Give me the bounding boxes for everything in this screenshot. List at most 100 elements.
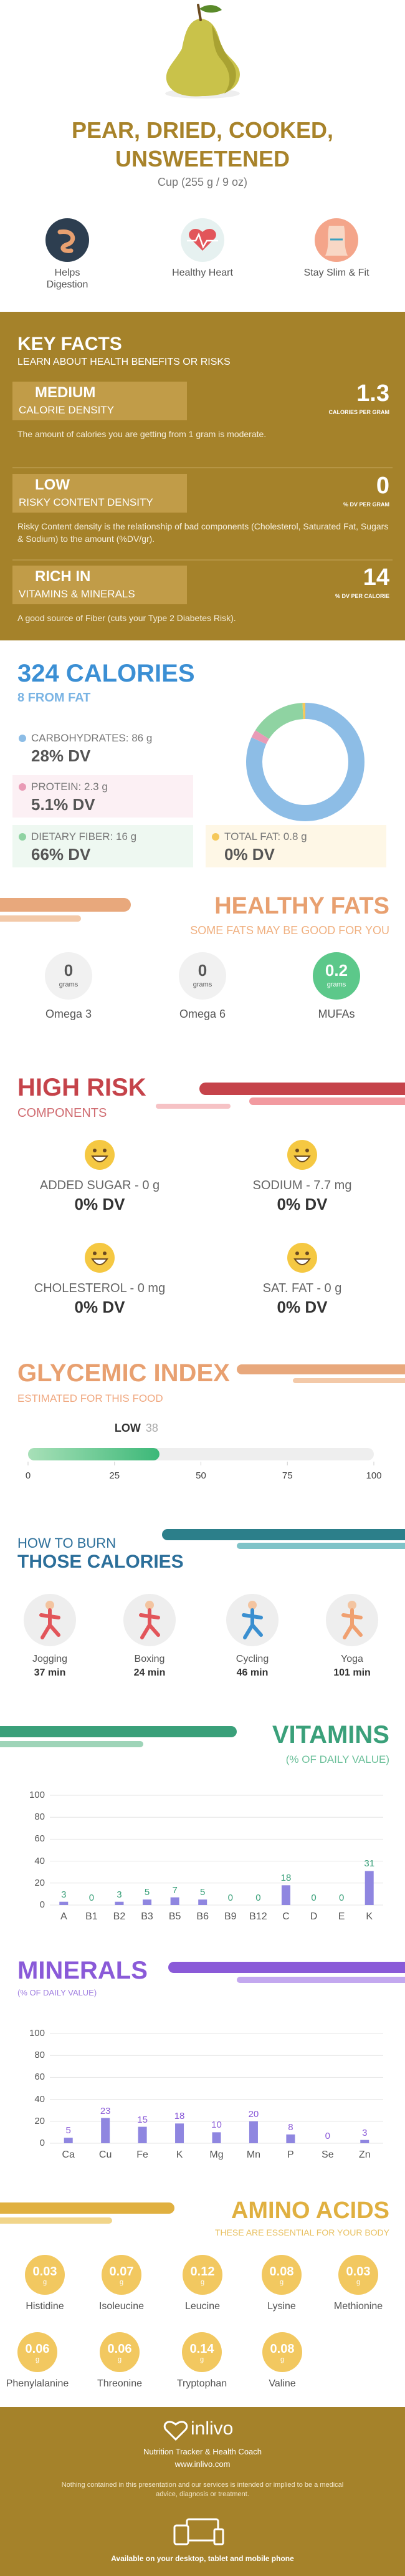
gi-tick-label: 25 [109,1470,120,1481]
bar [64,2138,73,2143]
x-tick-label: Se [322,2149,334,2160]
risk-dv: 0% DV [277,1195,328,1213]
amino-name: Histidine [26,2301,64,2312]
bar [281,1885,290,1905]
fat-name: Omega 3 [45,1008,92,1020]
amino-value: 0.08 [270,2342,295,2356]
y-tick-label: 40 [34,2093,45,2105]
device-icon [173,2524,189,2545]
x-tick-label: Fe [136,2149,148,2160]
activity-figure-head [45,1601,54,1609]
activity-figure-body [341,1608,363,1639]
chart-subtitle: (% OF DAILY VALUE) [285,1754,389,1765]
amino-value: 0.06 [25,2342,50,2356]
amino-name: Tryptophan [176,2378,227,2389]
decor-stripe [162,1529,405,1540]
bar [101,2118,110,2143]
fat-unit: grams [59,981,79,988]
risk-label: SAT. FAT - 0 g [262,1281,342,1295]
x-tick-label: Ca [62,2149,75,2160]
x-tick-label: Zn [358,2149,371,2160]
nutrient-dv: 5.1% DV [31,795,95,814]
value-label: 0 [227,1893,233,1903]
value-label: 3 [61,1889,67,1900]
donut-slice [246,703,364,821]
fat-name: MUFAs [318,1008,355,1020]
bar [286,2134,295,2143]
activity-name: Yoga [341,1654,363,1664]
amino-name: Isoleucine [98,2301,145,2312]
risk-dv: 0% DV [277,1298,328,1316]
section-subtitle: ESTIMATED FOR THIS FOOD [17,1392,163,1404]
fact-level: LOW [35,476,70,493]
amino-circle [100,2332,140,2372]
section-subtitle: THOSE CALORIES [17,1551,184,1572]
section-subtitle: SOME FATS MAY BE GOOD FOR YOU [190,924,389,937]
fact-label-box [12,382,187,420]
gi-value: 38 [145,1422,158,1434]
nutrient-dot [19,783,26,791]
activity-duration: 37 min [34,1667,66,1678]
amino-value: 0.03 [346,2265,371,2279]
amino-name: Lysine [267,2301,296,2312]
amino-unit: g [279,2279,284,2286]
nutrient-label: TOTAL FAT: 0.8 g [224,831,307,842]
chart-title: VITAMINS [272,1721,389,1749]
amino-value: 0.03 [32,2265,57,2279]
benefit-icons [45,218,358,262]
value-label: 7 [172,1884,178,1896]
value-label: 23 [100,2105,111,2116]
activity-duration: 101 min [333,1667,371,1678]
activity-name: Boxing [134,1654,165,1664]
amino-unit: g [117,2356,122,2363]
section-title: KEY FACTS [17,334,122,354]
y-tick-label: 100 [29,2028,45,2038]
donut-slice [251,730,269,745]
decor-stripe [0,2202,174,2214]
fat-value: 0.2 [325,961,348,980]
amino-unit: g [356,2279,361,2286]
bar [170,1897,179,1905]
food-title: PEAR, DRIED, COOKED, UNSWEETENED [71,117,334,171]
value-label: 0 [311,1893,317,1903]
risk-emoji-mouth [293,1155,311,1162]
value-label: 5 [65,2125,71,2136]
decor-stripe [0,1726,237,1737]
y-tick-label: 40 [34,1855,45,1866]
risk-emoji-eye [93,1149,97,1152]
y-tick-label: 100 [29,1790,45,1800]
risk-emoji-eye [295,1149,299,1152]
risk-emoji-eye [305,1252,309,1255]
x-tick-label: Cu [98,2149,112,2160]
risk-emoji [85,1243,115,1273]
nutrient-dot [19,833,26,841]
decor-stripe [249,1097,405,1105]
bar [143,1899,152,1905]
value-label: 3 [117,1889,122,1900]
risk-label: SODIUM - 7.7 mg [252,1179,352,1192]
risk-label: ADDED SUGAR - 0 g [39,1179,160,1192]
risk-emoji [85,1140,115,1170]
bar [138,2126,147,2143]
amino-unit: g [280,2356,285,2363]
gi-level: LOW [114,1422,141,1434]
fat-name: Omega 6 [179,1008,226,1020]
activity-figure-body [39,1608,60,1639]
bar [198,1899,207,1905]
y-tick-label: 80 [34,1811,45,1823]
availability: Available on your desktop, tablet and mo… [111,2554,294,2563]
nutrient-dot [212,833,219,841]
decor-stripe [168,1962,405,1973]
decor-stripe [156,1104,231,1109]
risk-label: CHOLESTEROL - 0 mg [34,1281,166,1295]
bar [115,1901,124,1905]
section-title: 324 CALORIES [17,660,195,687]
fat-value: 0 [198,961,207,980]
brand-heart [163,2421,188,2441]
amino-circle [25,2255,65,2295]
amino-value: 0.07 [109,2265,134,2279]
activity-figure-body [242,1608,263,1639]
gi-tick-label: 50 [196,1470,206,1481]
x-tick-label: E [338,1911,345,1922]
value-label: 0 [338,1893,345,1903]
